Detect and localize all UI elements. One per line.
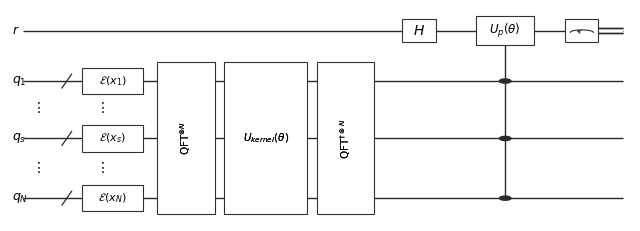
Text: $\mathcal{E}(x_N)$: $\mathcal{E}(x_N)$ bbox=[98, 191, 127, 205]
Text: $\vdots$: $\vdots$ bbox=[95, 160, 104, 175]
Bar bbox=[403, 19, 436, 42]
Text: $\vdots$: $\vdots$ bbox=[31, 160, 41, 175]
Bar bbox=[317, 61, 374, 214]
Text: $q_1$: $q_1$ bbox=[12, 74, 27, 88]
Text: $\mathrm{QFT}^{\otimes N}$: $\mathrm{QFT}^{\otimes N}$ bbox=[179, 122, 193, 155]
Bar bbox=[157, 61, 214, 214]
Circle shape bbox=[499, 79, 511, 83]
Text: $\mathrm{QFT}^{\dagger\otimes N}$: $\mathrm{QFT}^{\dagger\otimes N}$ bbox=[338, 118, 353, 159]
Text: $\mathcal{E}(x_s)$: $\mathcal{E}(x_s)$ bbox=[99, 132, 126, 145]
Circle shape bbox=[499, 196, 511, 200]
Text: $\mathrm{QFT}^{\dagger\otimes N}$: $\mathrm{QFT}^{\dagger\otimes N}$ bbox=[338, 118, 353, 159]
Text: $U_{kernel}(\theta)$: $U_{kernel}(\theta)$ bbox=[243, 132, 289, 145]
Text: $H$: $H$ bbox=[413, 24, 425, 38]
Bar bbox=[224, 61, 307, 214]
Bar bbox=[476, 16, 534, 45]
Text: $q_s$: $q_s$ bbox=[12, 131, 26, 146]
Bar bbox=[82, 68, 143, 94]
Text: $U_p(\theta)$: $U_p(\theta)$ bbox=[490, 21, 521, 40]
Text: $U_{kernel}(\theta)$: $U_{kernel}(\theta)$ bbox=[243, 132, 289, 145]
Text: $r$: $r$ bbox=[12, 24, 20, 37]
Text: $\vdots$: $\vdots$ bbox=[95, 100, 104, 115]
Bar bbox=[565, 19, 598, 42]
Text: $\mathrm{QFT}^{\otimes N}$: $\mathrm{QFT}^{\otimes N}$ bbox=[179, 122, 193, 155]
Text: $\mathcal{E}(x_1)$: $\mathcal{E}(x_1)$ bbox=[99, 74, 126, 88]
Text: $q_N$: $q_N$ bbox=[12, 191, 28, 205]
Bar bbox=[82, 185, 143, 211]
Text: $\vdots$: $\vdots$ bbox=[31, 100, 41, 115]
Bar bbox=[82, 125, 143, 152]
Circle shape bbox=[499, 136, 511, 140]
